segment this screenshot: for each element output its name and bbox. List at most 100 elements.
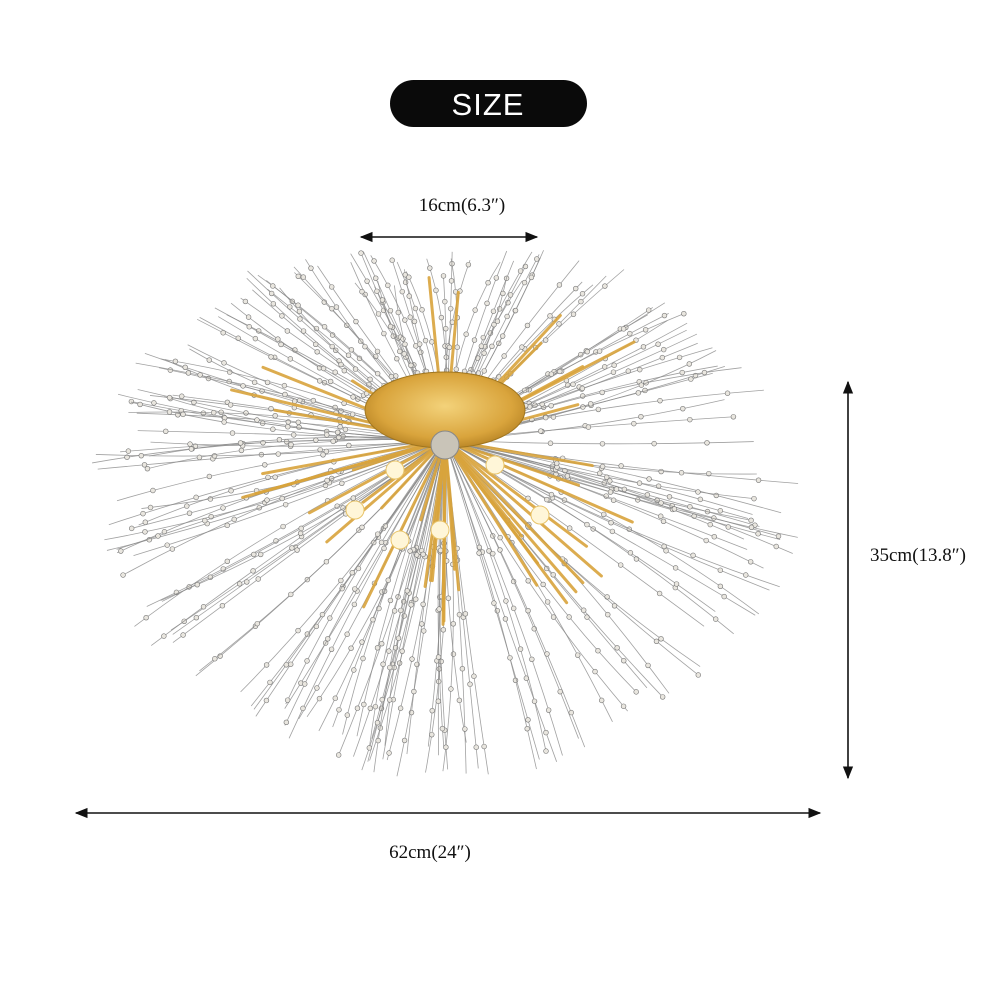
crystal <box>656 590 663 597</box>
crystal <box>264 379 271 386</box>
crystal <box>275 451 281 457</box>
wire <box>146 439 446 607</box>
crystal <box>621 657 627 664</box>
crystal <box>324 477 330 484</box>
crystal <box>338 361 344 368</box>
crystal <box>219 603 226 609</box>
crystal <box>374 288 380 294</box>
crystal <box>484 300 490 307</box>
crystal <box>595 406 602 413</box>
crystal <box>631 420 637 427</box>
crystal <box>522 263 529 270</box>
crystal <box>128 525 135 532</box>
crystal <box>387 323 394 330</box>
crystal <box>202 517 208 524</box>
crystal <box>507 292 514 298</box>
crystal <box>387 697 393 703</box>
crystal <box>370 617 376 623</box>
crystal <box>287 304 293 310</box>
crystal <box>332 369 338 375</box>
crystal <box>200 604 207 610</box>
crystal <box>528 274 535 281</box>
crystal <box>613 486 620 492</box>
crystal <box>411 318 418 325</box>
crystal <box>566 614 572 620</box>
crystal <box>645 307 652 313</box>
crystal <box>490 550 496 557</box>
bulb <box>485 455 505 475</box>
crystal <box>618 463 624 469</box>
crystal <box>350 495 357 501</box>
crystal <box>681 310 687 317</box>
size-title: SIZE <box>452 87 525 122</box>
crystal <box>391 608 398 614</box>
crystal <box>627 330 633 337</box>
crystal <box>485 280 491 286</box>
crystal <box>272 413 278 419</box>
crystal <box>712 616 719 622</box>
crystal <box>773 543 779 550</box>
crystal <box>263 697 270 704</box>
crystal <box>605 611 611 618</box>
crystal <box>188 446 195 452</box>
crystal <box>244 579 250 585</box>
crystal <box>418 349 424 355</box>
crystal <box>374 720 381 726</box>
crystal <box>584 521 590 528</box>
crystal <box>775 533 782 539</box>
crystal <box>713 492 719 499</box>
wire <box>444 439 586 748</box>
crystal <box>417 341 423 347</box>
crystal <box>598 697 605 704</box>
crystal <box>169 546 176 552</box>
crystal <box>375 311 382 317</box>
crystal <box>285 424 291 430</box>
crystal <box>229 430 236 436</box>
crystal <box>346 442 352 449</box>
crystal <box>534 256 540 262</box>
crystal <box>385 577 391 583</box>
crystal <box>254 620 261 627</box>
crystal <box>221 360 227 366</box>
crystal <box>237 440 244 446</box>
crystal <box>142 529 148 535</box>
crystal <box>252 335 259 342</box>
crystal <box>372 703 379 710</box>
crystal <box>387 664 393 671</box>
crystal <box>297 316 303 322</box>
crystal <box>319 611 326 618</box>
crystal <box>433 287 439 294</box>
crystal <box>304 631 311 637</box>
crystal <box>407 314 413 320</box>
crystal <box>413 596 419 602</box>
crystal <box>284 697 291 703</box>
crystal <box>320 365 327 372</box>
crystal <box>366 745 373 751</box>
crystal <box>221 419 227 425</box>
crystal <box>250 568 256 574</box>
crystal <box>395 309 401 316</box>
crystal <box>542 337 549 343</box>
crystal <box>323 559 330 565</box>
crystal <box>356 355 363 362</box>
crystal <box>374 531 381 537</box>
crystal <box>585 424 592 430</box>
crystal <box>575 652 581 658</box>
crystal <box>450 651 457 657</box>
crystal <box>568 709 574 716</box>
crystal <box>150 487 156 494</box>
crystal <box>525 717 531 723</box>
crystal <box>338 577 344 584</box>
crystal <box>344 631 350 637</box>
crystal <box>672 565 679 571</box>
crystal <box>584 348 591 355</box>
wire <box>444 439 537 770</box>
crystal <box>748 524 755 531</box>
gold-rod <box>443 438 585 585</box>
crystal <box>411 688 417 695</box>
crystal <box>295 419 302 426</box>
crystal <box>412 305 419 312</box>
crystal <box>218 409 224 415</box>
crystal <box>570 381 576 388</box>
crystal <box>295 273 301 279</box>
